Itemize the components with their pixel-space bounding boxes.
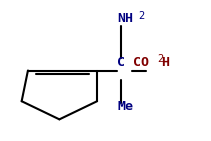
Text: 2: 2 bbox=[138, 11, 144, 21]
Text: Me: Me bbox=[117, 100, 133, 113]
Text: NH: NH bbox=[117, 12, 133, 25]
Text: CO: CO bbox=[133, 56, 149, 69]
Text: C: C bbox=[117, 56, 125, 69]
Text: H: H bbox=[161, 56, 169, 69]
Text: 2: 2 bbox=[157, 54, 163, 64]
